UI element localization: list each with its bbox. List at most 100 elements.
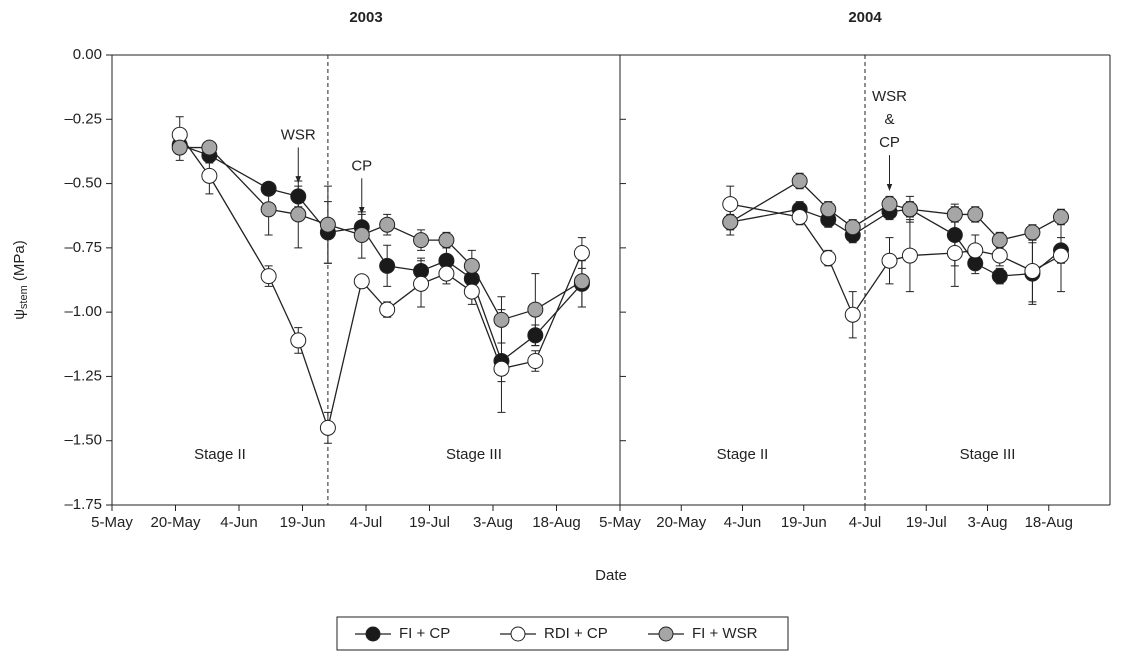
x-tick-label: 19-Jul xyxy=(906,514,947,531)
x-axis-label: Date xyxy=(595,567,627,584)
data-point xyxy=(722,196,739,213)
data-point xyxy=(844,219,861,236)
data-point xyxy=(791,173,808,189)
x-tick-label: 19-Jul xyxy=(409,514,450,531)
legend-marker xyxy=(658,626,674,642)
data-point xyxy=(201,139,218,156)
data-point xyxy=(946,245,963,261)
series-line xyxy=(179,144,583,363)
x-tick-label: 5-May xyxy=(91,514,133,531)
panel-title: 2003 xyxy=(349,9,382,26)
event-label: & xyxy=(884,111,894,128)
data-point xyxy=(319,419,336,436)
x-tick-label: 20-May xyxy=(656,514,707,531)
data-point xyxy=(946,227,963,243)
data-point xyxy=(493,311,510,328)
x-tick-label: 20-May xyxy=(150,514,201,531)
data-point xyxy=(463,257,480,274)
data-point xyxy=(527,301,544,318)
data-point xyxy=(353,227,370,243)
data-point xyxy=(722,214,739,231)
data-point xyxy=(493,360,510,377)
data-point xyxy=(820,250,837,267)
x-tick-label: 4-Jul xyxy=(849,514,882,531)
data-point xyxy=(379,216,396,233)
data-point xyxy=(171,139,188,156)
data-point xyxy=(260,201,277,218)
x-tick-label: 4-Jun xyxy=(220,514,258,531)
x-tick-label: 5-May xyxy=(599,514,641,531)
y-tick-label: –1.50 xyxy=(64,432,102,449)
data-point xyxy=(991,247,1008,264)
data-point xyxy=(844,306,861,323)
data-point xyxy=(967,242,984,259)
legend-box xyxy=(336,616,789,651)
y-label-unit: (MPa) xyxy=(11,240,28,285)
data-point xyxy=(290,332,307,349)
data-point xyxy=(438,265,455,282)
legend-label: FI + CP xyxy=(399,625,450,642)
data-point xyxy=(901,247,918,264)
x-tick-label: 18-Aug xyxy=(1025,514,1073,531)
x-tick-label: 4-Jul xyxy=(350,514,383,531)
data-point xyxy=(463,283,480,300)
stage-label: Stage II xyxy=(194,446,246,463)
data-point xyxy=(413,232,430,249)
data-point xyxy=(881,252,898,269)
event-label: CP xyxy=(351,157,372,174)
y-tick-label: –0.50 xyxy=(64,175,102,192)
y-tick-label: –0.25 xyxy=(64,110,102,127)
data-point xyxy=(319,216,336,233)
data-point xyxy=(379,257,396,274)
data-point xyxy=(379,301,396,318)
y-tick-label: –0.75 xyxy=(64,239,102,256)
data-point xyxy=(1053,247,1069,264)
data-point xyxy=(1053,209,1069,225)
y-label-symbol: ψ xyxy=(11,309,28,320)
data-point xyxy=(991,232,1008,249)
x-tick-label: 3-Aug xyxy=(473,514,513,531)
data-point xyxy=(881,196,898,213)
y-tick-label: –1.75 xyxy=(64,496,102,513)
data-point xyxy=(527,327,544,344)
x-tick-label: 4-Jun xyxy=(724,514,762,531)
data-point xyxy=(991,268,1008,285)
x-tick-label: 3-Aug xyxy=(967,514,1007,531)
data-point xyxy=(573,273,590,290)
data-point xyxy=(820,201,837,218)
stage-label: Stage III xyxy=(446,446,502,463)
data-point xyxy=(573,245,590,261)
legend-label: FI + WSR xyxy=(692,625,758,642)
x-tick-label: 18-Aug xyxy=(532,514,580,531)
data-point xyxy=(201,167,218,184)
data-point xyxy=(353,273,370,290)
event-label: WSR xyxy=(872,88,907,105)
x-tick-label: 19-Jun xyxy=(280,514,326,531)
stage-label: Stage II xyxy=(717,446,769,463)
data-point xyxy=(413,275,430,292)
data-point xyxy=(1024,224,1041,241)
data-point xyxy=(260,268,277,285)
y-tick-label: –1.25 xyxy=(64,367,102,384)
x-tick-label: 19-Jun xyxy=(781,514,827,531)
data-point xyxy=(527,353,544,369)
data-point xyxy=(290,188,307,205)
series-line xyxy=(179,146,583,321)
data-point xyxy=(967,206,984,223)
event-label: CP xyxy=(879,134,900,151)
y-label-subscript: stem xyxy=(18,285,30,309)
data-point xyxy=(260,180,277,197)
data-point xyxy=(1024,263,1041,279)
y-tick-label: 0.00 xyxy=(73,46,102,63)
legend-label: RDI + CP xyxy=(544,625,608,642)
stage-label: Stage III xyxy=(960,446,1016,463)
event-label: WSR xyxy=(281,126,316,143)
legend-marker xyxy=(510,626,526,642)
legend-marker xyxy=(365,626,381,642)
series-line xyxy=(730,208,1062,277)
y-tick-label: –1.00 xyxy=(64,303,102,320)
data-point xyxy=(791,209,808,225)
data-point xyxy=(946,206,963,223)
panel-title: 2004 xyxy=(848,9,882,26)
